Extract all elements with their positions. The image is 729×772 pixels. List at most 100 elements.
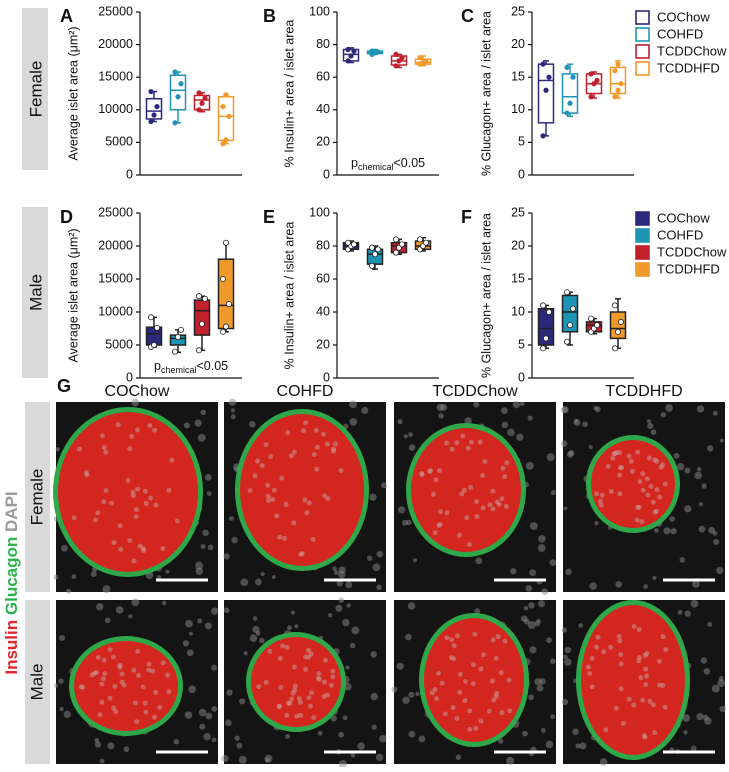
nucleus [490,637,496,643]
nucleus [230,408,236,413]
micrograph [560,402,725,592]
nucleus [663,647,669,653]
nucleus [99,758,105,764]
nucleus [204,473,212,481]
nucleus [291,664,297,670]
nucleus [545,740,554,749]
data-point [612,94,618,100]
nucleus [403,434,408,439]
nucleus [498,670,504,676]
nucleus [563,658,572,666]
insulin-core [424,618,524,742]
nucleus [332,441,338,447]
nucleus [495,634,501,640]
nucleus [618,661,624,667]
nucleus [398,506,406,514]
nucleus [284,644,290,650]
y-tick-label: 25000 [98,4,133,18]
nucleus [99,699,105,705]
data-point [546,308,553,315]
y-tick-label: 0 [126,370,133,384]
data-point [195,347,202,354]
data-point [540,61,546,67]
nucleus [247,488,253,494]
data-point [369,48,375,54]
nucleus [712,538,720,546]
nucleus [457,532,463,538]
nucleus [194,419,202,427]
nucleus [127,538,133,544]
nucleus [115,606,124,614]
nucleus [578,623,583,628]
legend-swatch [635,211,650,226]
nucleus [102,671,108,677]
nucleus [310,536,316,542]
nucleus [96,603,104,611]
stain-word: Insulin [2,620,21,675]
nucleus [614,450,620,456]
nucleus [333,570,339,575]
nucleus [53,574,59,580]
nucleus [442,711,448,717]
nucleus [59,634,66,641]
nucleus [529,646,537,654]
data-point [618,318,625,325]
nucleus [682,714,691,722]
data-point [368,244,375,251]
nucleus [474,608,481,615]
nucleus [480,652,486,658]
legend-label: TCDDChow [657,244,727,259]
nucleus [502,474,508,480]
nucleus [184,711,193,719]
nucleus [188,685,196,694]
micrograph [223,398,388,592]
nucleus [541,728,546,733]
nucleus [474,514,480,520]
nucleus [522,730,528,737]
nucleus [594,644,600,650]
nucleus [211,664,218,671]
data-point [220,141,226,147]
row-bar [25,402,50,592]
data-point [588,94,594,100]
nucleus [637,479,643,485]
stain-word: DAPI [2,491,21,532]
nucleus [271,574,276,579]
nucleus [127,446,133,452]
micrograph [53,598,219,764]
y-tick-label: 40 [316,102,330,116]
nucleus [169,457,175,463]
nucleus [204,622,212,630]
nucleus [470,662,476,668]
nucleus [173,738,180,745]
nucleus [110,654,116,660]
nucleus [66,588,72,594]
nucleus [316,675,322,681]
nucleus [370,651,378,658]
y-tick-label: 20 [316,135,330,149]
nucleus [301,428,307,434]
panel-letter: B [263,6,276,26]
annotation-part: chemical [358,162,394,172]
nucleus [121,682,127,688]
nucleus [314,444,320,450]
nucleus [601,649,607,655]
nucleus [161,600,167,606]
nucleus [369,493,377,501]
nucleus [335,604,343,612]
nucleus [370,692,379,701]
nucleus [150,668,156,674]
y-tick-label: 15000 [98,271,133,285]
nucleus [125,477,131,483]
nucleus [342,715,348,721]
legend-label: COHFD [657,26,703,41]
legend-swatch [635,61,650,76]
nucleus [292,687,298,693]
nucleus [182,640,190,647]
nucleus [598,502,604,508]
nucleus [594,520,599,526]
nucleus [322,493,328,499]
nucleus [660,462,666,468]
data-point [351,48,357,54]
nucleus [480,505,486,511]
